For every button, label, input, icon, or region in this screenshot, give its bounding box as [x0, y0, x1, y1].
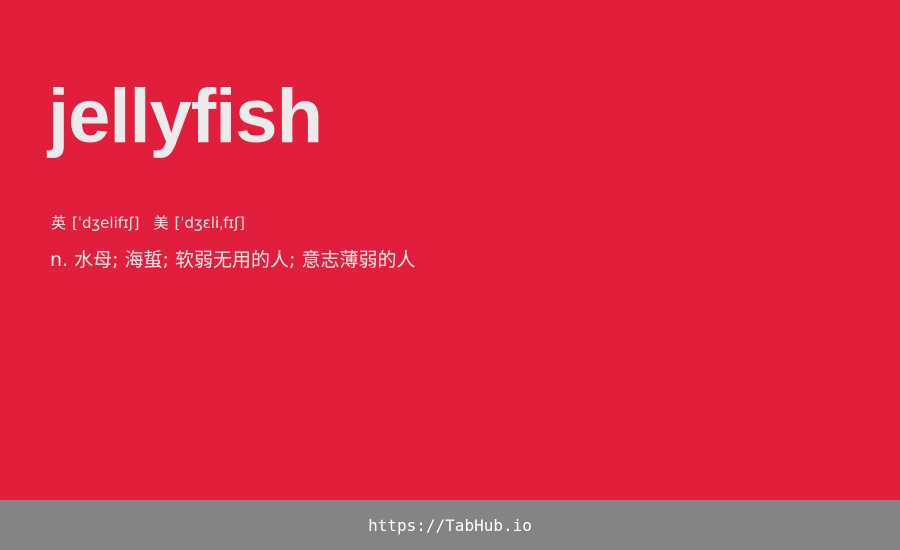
uk-phonetic: [ˈdʒelifɪʃ]: [72, 214, 140, 232]
footer-link[interactable]: https://TabHub.io: [368, 515, 532, 535]
footer-bar: https://TabHub.io: [0, 500, 900, 550]
uk-label: 英: [51, 214, 67, 232]
us-label: 美: [153, 214, 169, 232]
phonetics: 英 [ˈdʒelifɪʃ] 美 [ˈdʒɛliˌfɪʃ]: [51, 212, 259, 234]
us-phonetic: [ˈdʒɛliˌfɪʃ]: [174, 214, 245, 232]
word-card: jellyfish 英 [ˈdʒelifɪʃ] 美 [ˈdʒɛliˌfɪʃ] n. 水…: [48, 74, 416, 271]
headword: jellyfish: [48, 74, 323, 159]
definition: n. 水母; 海蜇; 软弱无用的人; 意志薄弱的人: [50, 249, 416, 271]
